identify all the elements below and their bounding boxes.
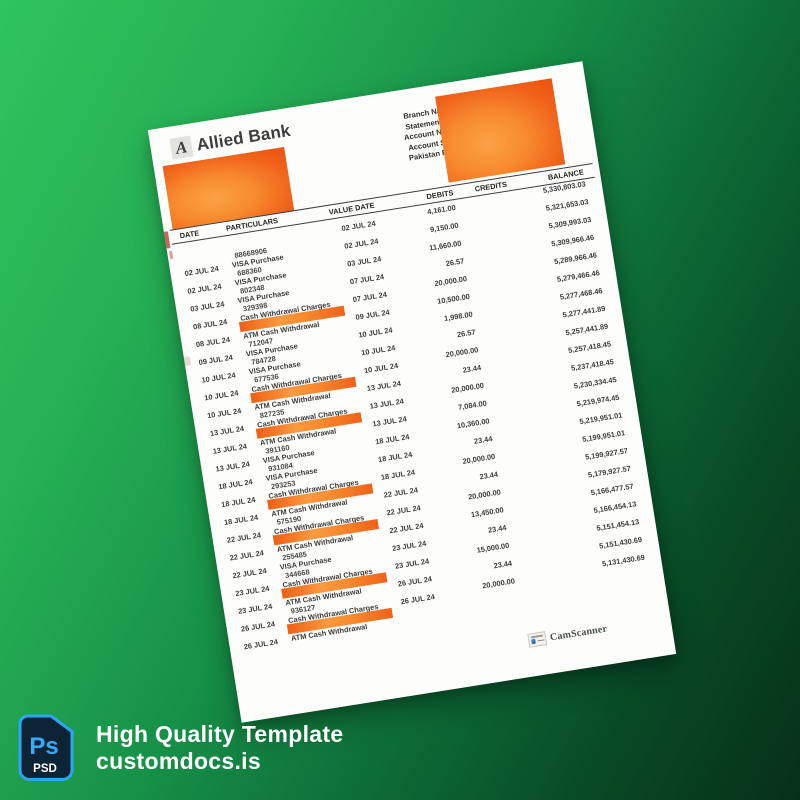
brand-title: High Quality Template (96, 721, 344, 747)
camscanner-label: CamScanner (549, 622, 608, 643)
camscanner-icon (527, 631, 548, 648)
camscanner-watermark: CamScanner (527, 622, 608, 648)
table-rows: 88668906 02 JUL 24 4,161.00 5,330,803.03… (167, 179, 666, 662)
camscanner-icon-microtext-2 (536, 639, 545, 642)
psd-label: PSD (33, 763, 57, 775)
redaction-block-right (435, 78, 566, 183)
header-date: DATE (178, 227, 200, 240)
scan-artifact-smudge (183, 356, 192, 367)
bank-statement-document: A Allied Bank Branch Name: Statement Per… (147, 61, 677, 723)
txn-date (181, 244, 226, 251)
txn-value-date: 02 JUL 24 (340, 218, 377, 233)
branding-footer: Ps PSD High Quality Template customdocs.… (18, 714, 343, 782)
camscanner-icon-row (530, 638, 545, 645)
allied-bank-a-icon: A (169, 135, 194, 160)
ps-label: Ps (29, 733, 58, 760)
camscanner-app-glyph (530, 639, 536, 645)
psd-file-icon: Ps PSD (18, 714, 74, 781)
brand-site: customdocs.is (96, 748, 261, 774)
